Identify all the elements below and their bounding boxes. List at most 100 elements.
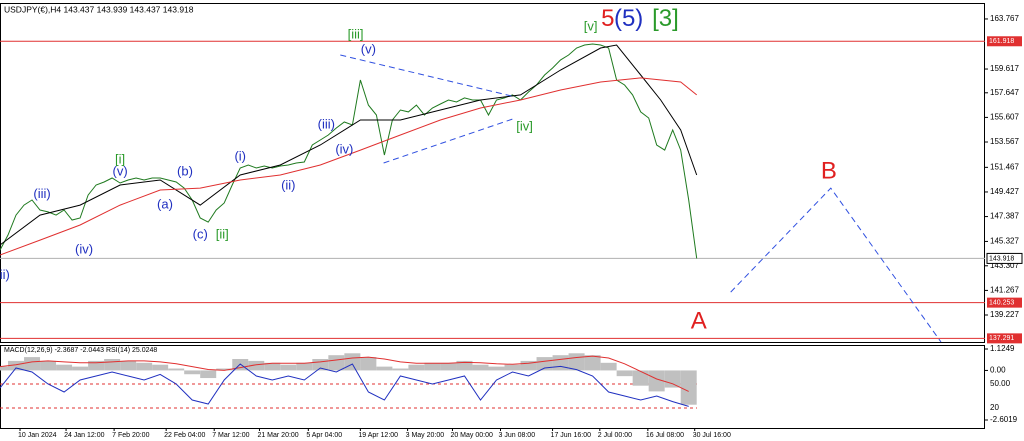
plot-frame [0, 345, 985, 429]
macd-bar [232, 359, 249, 371]
y-tick-label: 147.387 [990, 212, 1019, 221]
y-tick-label: 1.1249 [990, 344, 1015, 353]
macd-bar [504, 364, 521, 371]
wave-label: (c) [193, 226, 208, 241]
x-tick-label: 5 Apr 04:00 [306, 432, 342, 439]
macd-bar [360, 357, 377, 371]
y-tick-label: 153.567 [990, 137, 1019, 146]
price-line [0, 43, 698, 259]
macd-bar [552, 355, 569, 371]
macd-bar [456, 360, 473, 371]
x-tick-label: 7 Mar 12:00 [212, 432, 249, 439]
wave-label: (5) [614, 5, 643, 32]
macd-bar [168, 368, 185, 371]
macd-bar [376, 366, 393, 371]
wave-label: [3] [652, 5, 679, 32]
x-tick-label: 30 Jul 16:00 [693, 432, 731, 439]
macd-bar [440, 362, 457, 371]
macd-bar [88, 360, 105, 371]
y-tick-label: 157.647 [990, 88, 1019, 97]
y-tick-label: 141.267 [990, 286, 1019, 295]
macd-bar [392, 368, 409, 371]
macd-bar [344, 353, 361, 371]
wave-projection [730, 187, 942, 343]
macd-bar [296, 362, 313, 371]
macd-bar [408, 364, 425, 371]
macd-bar [280, 364, 297, 371]
wave-label: (iii) [318, 116, 335, 131]
x-tick-label: 24 Jan 12:00 [64, 432, 105, 439]
y-tick-label: 149.427 [990, 187, 1019, 196]
y-tick-label: -2.6019 [990, 415, 1018, 424]
macd-bar [104, 359, 121, 371]
wave-label: (a) [157, 197, 173, 212]
macd-bar [664, 370, 681, 388]
level-label: 140.253 [989, 299, 1014, 306]
y-tick-label: 143.307 [990, 261, 1019, 270]
wave-label: ii) [0, 267, 10, 282]
y-tick-label: 151.467 [990, 162, 1019, 171]
y2-tick-label: 50.00 [990, 379, 1011, 388]
wave-label: 5 [601, 5, 614, 32]
wave-label: (iv) [335, 141, 353, 156]
x-tick-label: 19 Apr 12:00 [358, 432, 398, 439]
wave-label: (b) [177, 163, 193, 178]
macd-bar [328, 355, 345, 371]
macd-bar [120, 360, 137, 371]
macd-bar [312, 359, 329, 371]
macd-bar [8, 360, 25, 371]
macd-bar [568, 353, 585, 371]
macd-bar [56, 364, 73, 371]
macd-bar [632, 370, 649, 386]
macd-bar [616, 370, 633, 377]
macd-bar [136, 362, 153, 371]
macd-bar [152, 364, 169, 371]
wave-label: B [821, 157, 837, 184]
level-box [987, 297, 1022, 308]
macd-bar [680, 370, 697, 405]
wave-label: A [691, 307, 707, 334]
panel-title: MACD(12,26,9) -2.3687 -2.0443 RSI(14) 25… [4, 347, 157, 354]
macd-bar [216, 368, 233, 371]
x-tick-label: 7 Feb 20:00 [112, 432, 149, 439]
level-box [986, 252, 1023, 264]
signal-line [0, 355, 689, 392]
macd-bar [520, 360, 537, 371]
wave-label: (i) [234, 149, 246, 164]
level-box [987, 36, 1022, 47]
macd-bar [264, 362, 281, 371]
macd-bar [0, 366, 8, 371]
y-tick-label: 0.00 [990, 366, 1006, 375]
moving-average [0, 77, 698, 256]
y2-tick-label: 20 [990, 403, 999, 412]
y-tick-label: 139.227 [990, 310, 1019, 319]
y-tick-label: 159.617 [990, 64, 1019, 73]
macd-bar [472, 364, 489, 371]
macd-bar [600, 362, 617, 371]
macd-bar [648, 370, 665, 392]
macd-bar [584, 355, 601, 371]
wave-label: (v) [113, 163, 128, 178]
moving-average [0, 44, 698, 246]
x-tick-label: 3 May 20:00 [406, 432, 445, 439]
macd-bar [488, 366, 505, 371]
wave-label: [iii] [348, 26, 364, 41]
y-tick-label: 145.327 [990, 237, 1019, 246]
wave-label: [ii] [216, 226, 229, 241]
macd-bar [72, 366, 89, 371]
level-label: 143.918 [989, 255, 1014, 262]
wave-label: (iv) [75, 242, 93, 257]
x-tick-label: 20 May 00:00 [450, 432, 493, 439]
y-tick-label: 163.767 [990, 14, 1019, 23]
level-box [987, 333, 1022, 344]
rsi-line [0, 363, 689, 407]
y-tick-label: 155.607 [990, 113, 1019, 122]
macd-bar [424, 362, 441, 371]
chart-title: USDJPY(€),H4 143.437 143.939 143.437 143… [4, 4, 194, 14]
wave-projection [340, 54, 516, 98]
wave-label: (v) [361, 41, 376, 56]
x-tick-label: 21 Mar 20:00 [257, 432, 298, 439]
macd-bar [248, 360, 265, 371]
x-tick-label: 3 Jun 08:00 [499, 432, 536, 439]
